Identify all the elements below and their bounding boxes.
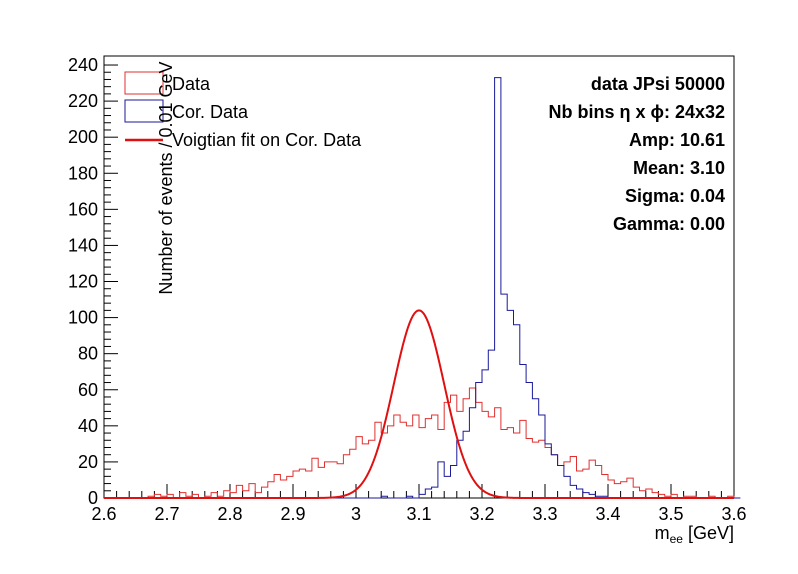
data-histogram-line — [104, 387, 741, 499]
x-tick-label: 2.6 — [91, 504, 116, 524]
x-tick-label: 2.9 — [280, 504, 305, 524]
legend-cor-data-swatch — [124, 99, 164, 123]
stats-sigma: Sigma: 0.04 — [625, 186, 725, 206]
legend-data-label: Data — [172, 74, 211, 94]
y-tick-label: 240 — [68, 55, 98, 75]
y-tick-label: 40 — [78, 416, 98, 436]
y-tick-label: 140 — [68, 235, 98, 255]
y-tick-labels: 0 20 40 60 80 100 120 140 160 180 200 220 240 — [68, 55, 98, 508]
voigtian-fit-curve — [104, 309, 734, 499]
y-tick-label: 200 — [68, 127, 98, 147]
stats-mean: Mean: 3.10 — [633, 158, 725, 178]
y-tick-label: 180 — [68, 163, 98, 183]
x-tick-label: 3.6 — [721, 504, 746, 524]
legend-cor-data-label: Cor. Data — [172, 102, 249, 122]
x-tick-label: 2.7 — [154, 504, 179, 524]
y-tick-label: 0 — [88, 488, 98, 508]
legend-fit-label: Voigtian fit on Cor. Data — [172, 130, 362, 150]
legend-data-swatch — [124, 71, 164, 95]
x-axis-title-main: m — [655, 523, 670, 543]
x-tick-label: 3.3 — [532, 504, 557, 524]
x-tick-label: 3.5 — [658, 504, 683, 524]
stats-amp: Amp: 10.61 — [629, 130, 725, 150]
x-tick-label: 3.4 — [595, 504, 620, 524]
stats-title: data JPsi 50000 — [591, 74, 725, 94]
stats-box: data JPsi 50000 Nb bins η x ϕ: 24x32 Amp… — [548, 74, 725, 234]
x-tick-label: 3.1 — [406, 504, 431, 524]
stats-bins: Nb bins η x ϕ: 24x32 — [548, 102, 725, 122]
data-histogram — [104, 387, 741, 499]
x-axis-title: mee [GeV] — [655, 523, 734, 546]
svg-text:mee [GeV]: mee [GeV] — [655, 523, 734, 546]
x-axis-title-unit: [GeV] — [683, 523, 734, 543]
y-tick-label: 20 — [78, 452, 98, 472]
y-tick-label: 120 — [68, 272, 98, 292]
stats-gamma: Gamma: 0.00 — [613, 214, 725, 234]
x-tick-label: 3 — [351, 504, 361, 524]
y-axis-title: Number of events / 0.01 GeV — [156, 61, 176, 294]
x-tick-label: 3.2 — [469, 504, 494, 524]
x-tick-labels: 2.6 2.7 2.8 2.9 3 3.1 3.2 3.3 3.4 3.5 3.6 — [91, 504, 746, 524]
x-axis-title-sub: ee — [670, 532, 684, 546]
legend: Data Cor. Data Voigtian fit on Cor. Data — [124, 71, 362, 150]
y-tick-label: 60 — [78, 380, 98, 400]
y-tick-label: 160 — [68, 199, 98, 219]
y-tick-label: 220 — [68, 91, 98, 111]
fit-curve-line — [104, 309, 734, 499]
x-tick-label: 2.8 — [217, 504, 242, 524]
y-tick-label: 80 — [78, 344, 98, 364]
plot-frame — [103, 55, 735, 499]
y-tick-label: 100 — [68, 308, 98, 328]
